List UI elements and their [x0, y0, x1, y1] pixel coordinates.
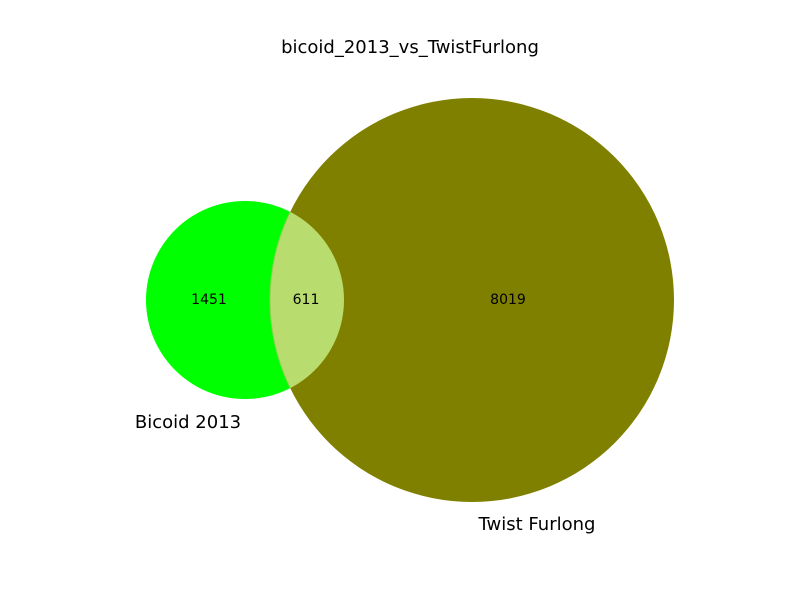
intersection-region	[269, 201, 344, 399]
region-only-a-count: 1451	[191, 292, 227, 308]
set-a-label: Bicoid 2013	[135, 412, 241, 433]
region-only-b-count: 8019	[490, 292, 526, 308]
diagram-title: bicoid_2013_vs_TwistFurlong	[281, 37, 539, 58]
set-b-circle	[270, 98, 674, 502]
region-intersection-count: 611	[293, 292, 320, 308]
set-b-label: Twist Furlong	[478, 514, 596, 535]
